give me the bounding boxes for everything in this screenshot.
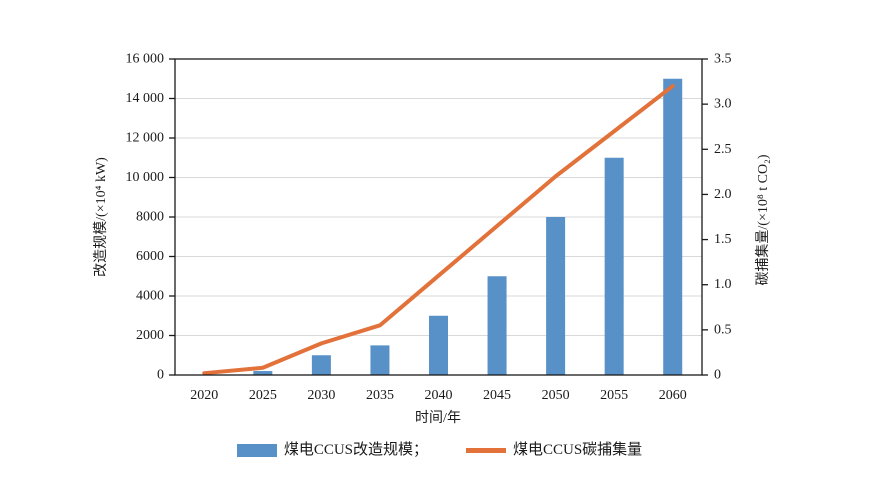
bar-2030: [311, 355, 331, 375]
right-tick-label: 1.5: [714, 232, 732, 247]
line-series: [202, 84, 675, 376]
right-tick-label: 0.5: [714, 322, 732, 337]
chart-legend: 煤电CCUS改造规模； 煤电CCUS碳捕集量: [0, 442, 879, 459]
right-tick-label: 0: [714, 368, 721, 383]
left-tick-label: 6000: [136, 249, 164, 264]
right-axis-title: 碳捕集量/(×10⁸ t CO₂): [756, 154, 771, 286]
x-tick-label: 2050: [542, 388, 570, 403]
bar-2040: [429, 315, 448, 375]
x-axis-title: 时间/年: [415, 411, 461, 426]
right-tick-label: 2.5: [714, 142, 732, 157]
x-tick-label: 2040: [425, 388, 453, 403]
x-tick-label: 2035: [366, 388, 394, 403]
left-tick-label: 4000: [136, 289, 164, 304]
bar-2060: [663, 78, 683, 375]
legend-line-label: 煤电CCUS碳捕集量: [513, 442, 643, 458]
x-tick-label: 2055: [600, 388, 628, 403]
left-tick-label: 12 000: [126, 131, 165, 146]
x-tick-label: 2020: [190, 388, 218, 403]
bar-2045: [487, 276, 507, 375]
left-tick-label: 14 000: [126, 91, 165, 106]
legend-bar-label: 煤电CCUS改造规模；: [283, 442, 428, 458]
x-tick-label: 2025: [249, 388, 277, 403]
bar-2025: [253, 371, 273, 375]
left-axis-title: 改造规模/(×10⁴ kW): [94, 157, 109, 277]
bar-2035: [370, 345, 390, 375]
bar-2055: [604, 157, 624, 375]
right-tick-label: 1.0: [714, 277, 732, 292]
right-tick-label: 3.5: [714, 52, 732, 67]
legend-bar-swatch: [236, 444, 277, 457]
left-tick-label: 2000: [136, 328, 164, 343]
left-tick-label: 8000: [136, 210, 164, 225]
left-tick-label: 10 000: [126, 170, 165, 185]
legend-line-swatch: [466, 448, 506, 453]
left-tick-label: 16 000: [126, 52, 165, 67]
bar-2050: [546, 217, 566, 375]
x-tick-label: 2045: [483, 388, 511, 403]
x-tick-label: 2060: [659, 388, 687, 403]
right-tick-label: 2.0: [714, 187, 732, 202]
right-tick-label: 3.0: [714, 97, 732, 112]
left-tick-label: 0: [157, 368, 164, 383]
x-tick-label: 2030: [307, 388, 335, 403]
